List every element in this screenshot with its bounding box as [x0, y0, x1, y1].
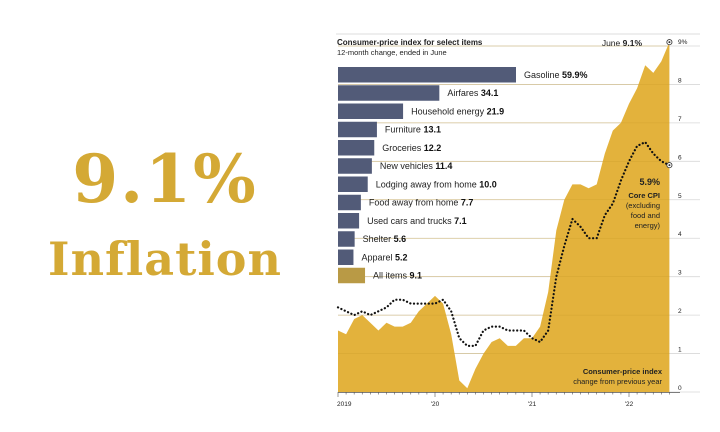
- bar: [338, 140, 375, 156]
- bar-label: All items 9.1: [373, 271, 422, 281]
- bar-row: Groceries 12.2: [338, 140, 441, 156]
- x-tick-label: '22: [625, 401, 634, 408]
- bar: [338, 267, 366, 284]
- axes: 2019 '20 '21 '22: [337, 392, 680, 408]
- y-tick-label: 5: [678, 193, 682, 200]
- bar-chart-title: Consumer-price index for select items: [337, 38, 483, 47]
- bar: [338, 121, 377, 138]
- bar-row: Household energy 21.9: [338, 103, 504, 119]
- bar-label: Lodging away from home 10.0: [376, 179, 497, 189]
- core-cpi-annotation: 5.9% Core CPI (excluding food and energy…: [626, 177, 661, 230]
- cpi-label: Consumer-price index: [583, 367, 663, 376]
- cpi-area: [338, 42, 670, 392]
- cpi-description: change from previous year: [573, 377, 662, 386]
- bar-row: All items 9.1: [338, 267, 422, 284]
- y-tick-label: 9%: [678, 39, 688, 46]
- core-cpi-description-3: energy): [635, 221, 661, 230]
- bar-row: Lodging away from home 10.0: [338, 176, 497, 192]
- core-cpi-layer: [336, 39, 673, 347]
- bar: [338, 194, 361, 211]
- june-annotation: June 9.1%: [602, 38, 643, 48]
- bar: [338, 103, 404, 119]
- y-tick-label: 4: [678, 231, 682, 238]
- headline-value: 9.1%: [72, 140, 258, 218]
- bar-group: Gasoline 59.9% Airfares 34.1 Household ene…: [338, 67, 588, 284]
- cpi-area-layer: [338, 42, 670, 392]
- bar-label: Groceries 12.2: [382, 143, 441, 153]
- core-cpi-end-value: 5.9%: [639, 177, 660, 187]
- cpi-annotation: Consumer-price index change from previou…: [573, 367, 663, 386]
- core-cpi-end-marker-dot: [668, 164, 671, 167]
- bar-row: New vehicles 11.4: [338, 158, 452, 174]
- y-tick-label: 1: [678, 347, 682, 354]
- y-tick-label: 7: [678, 116, 682, 123]
- bar-label: Apparel 5.2: [361, 252, 407, 262]
- bar-label: Food away from home 7.7: [369, 198, 474, 208]
- bar-row: Furniture 13.1: [338, 121, 441, 138]
- core-cpi-description-2: food and: [631, 211, 660, 220]
- x-tick-label: 2019: [337, 401, 352, 408]
- bar-chart-subtitle: 12-month change, ended in June: [337, 48, 447, 57]
- y-tick-label: 3: [678, 270, 682, 277]
- core-cpi-label: Core CPI: [628, 191, 660, 200]
- x-tick-label: '21: [528, 401, 537, 408]
- bar-label: Used cars and trucks 7.1: [367, 216, 467, 226]
- cpi-end-marker-dot: [668, 41, 671, 44]
- y-tick-label: 0: [678, 385, 682, 392]
- bar-row: Used cars and trucks 7.1: [338, 213, 467, 229]
- y-tick-label: 2: [678, 308, 682, 315]
- june-label: June 9.1%: [602, 38, 643, 48]
- bar-label: New vehicles 11.4: [380, 161, 453, 171]
- bar: [338, 158, 372, 174]
- core-cpi-description-1: (excluding: [626, 201, 660, 210]
- core-cpi-line: [336, 140, 671, 347]
- bar: [338, 67, 516, 83]
- bar-label: Furniture 13.1: [385, 125, 441, 135]
- bar: [338, 213, 360, 229]
- bar-row: Shelter 5.6: [338, 231, 406, 247]
- bar-label: Shelter 5.6: [363, 234, 407, 244]
- bar-row: Apparel 5.2: [338, 249, 407, 265]
- y-tick-label: 6: [678, 154, 682, 161]
- y-tick-label: 8: [678, 77, 682, 84]
- bar: [338, 231, 355, 247]
- bar-row: Airfares 34.1: [338, 85, 498, 101]
- bar-row: Food away from home 7.7: [338, 194, 474, 211]
- bar-label: Household energy 21.9: [411, 106, 504, 116]
- bar: [338, 249, 354, 265]
- bar-label: Gasoline 59.9%: [524, 70, 588, 80]
- x-tick-label: '20: [431, 401, 440, 408]
- bar-row: Gasoline 59.9%: [338, 67, 588, 83]
- bar-label: Airfares 34.1: [447, 88, 498, 98]
- bar: [338, 176, 368, 192]
- bar: [338, 85, 440, 101]
- headline-label: Inflation: [48, 232, 282, 286]
